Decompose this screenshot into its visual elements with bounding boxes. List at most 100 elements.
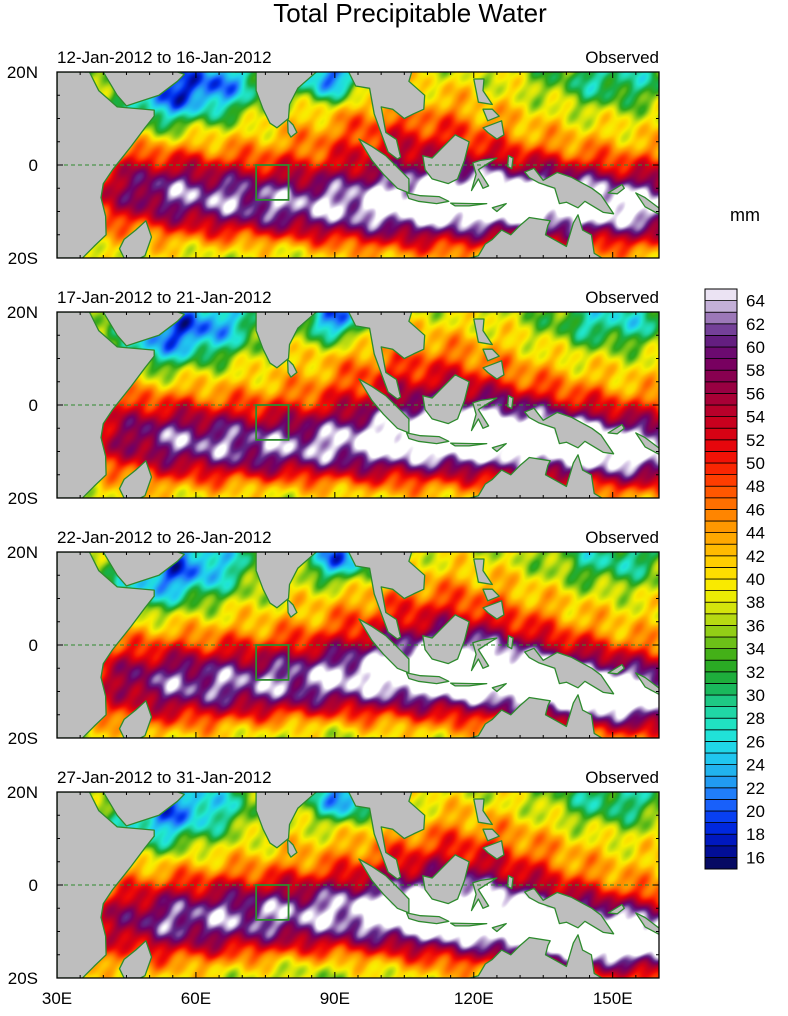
land-sulawesi: [470, 157, 498, 192]
land-nusa: [449, 202, 488, 207]
y-tick-label: 20N: [7, 303, 38, 322]
land-mindanao: [482, 840, 505, 860]
land-newGuinea: [524, 407, 615, 455]
colorbar-label: 62: [746, 315, 765, 334]
colorbar-label: 24: [746, 756, 765, 775]
land-bismarck: [607, 423, 625, 435]
land-newGuinea: [524, 647, 615, 695]
land-visayas: [482, 108, 500, 122]
land-mindanao: [482, 360, 505, 380]
y-tick-label: 20N: [7, 63, 38, 82]
analysis-box: [255, 404, 290, 441]
land-africa: [57, 552, 155, 738]
colorbar-bin: [704, 694, 738, 708]
colorbar-label: 54: [746, 408, 765, 427]
colorbar-bin: [704, 300, 738, 313]
colorbar-bin: [704, 833, 738, 847]
land-australia: [467, 454, 604, 498]
colorbar-label: 48: [746, 477, 765, 496]
land-india: [234, 792, 317, 849]
colorbar-bin: [704, 671, 738, 684]
land-sumatra: [358, 138, 410, 194]
land-nusa: [449, 442, 488, 447]
y-tick-label: 20S: [8, 729, 38, 748]
y-tick-label: 0: [29, 876, 38, 895]
analysis-box: [255, 884, 290, 921]
colorbar-bin: [704, 334, 738, 348]
colorbar-label: 36: [746, 616, 765, 635]
panel-ticks: [56, 551, 660, 739]
colorbar-bin: [704, 822, 738, 835]
colorbar-bin: [704, 810, 738, 824]
land-madagascar: [118, 700, 153, 738]
colorbar-label: 18: [746, 825, 765, 844]
land-borneo: [422, 854, 470, 905]
colorbar-bin: [704, 601, 738, 615]
colorbar-label: 30: [746, 686, 765, 705]
land-sriLanka: [286, 118, 298, 138]
land-luzon: [473, 558, 493, 586]
panel-label: Observed: [585, 528, 659, 547]
map-panel-4: 27-Jan-2012 to 31-Jan-2012 Observed 20N 0 20…: [7, 768, 660, 988]
land-halmahera: [506, 875, 514, 890]
land-solomons: [635, 672, 659, 695]
land-halmahera: [506, 395, 514, 410]
colorbar-bin: [704, 729, 738, 742]
land-sumatra: [358, 378, 410, 434]
analysis-box: [255, 164, 290, 201]
colorbar-label: 28: [746, 709, 765, 728]
land-australia: [467, 694, 604, 738]
x-tick-label: 30E: [42, 989, 72, 1008]
colorbar-bin: [704, 636, 738, 650]
colorbar-label: 46: [746, 500, 765, 519]
land-sriLanka: [286, 838, 298, 858]
map-panel-3: 22-Jan-2012 to 26-Jan-2012 Observed 20N 0 20…: [7, 528, 660, 748]
land-borneo: [422, 134, 470, 185]
colorbar-bin: [704, 346, 738, 360]
colorbar-bin: [704, 799, 738, 812]
land-mindanao: [482, 120, 505, 140]
colorbar-bin: [704, 717, 738, 731]
land-newGuinea: [524, 167, 615, 215]
land-solomons: [635, 432, 659, 455]
land-india: [234, 312, 317, 369]
panel-ticks: [56, 71, 660, 259]
map-panel-1: 12-Jan-2012 to 16-Jan-2012 Observed 20N 0 20…: [7, 48, 660, 268]
colorbar-bin: [704, 404, 738, 418]
land-indochina: [348, 552, 426, 640]
panel-period: 12-Jan-2012 to 16-Jan-2012: [57, 48, 272, 67]
y-tick-label: 20N: [7, 783, 38, 802]
land-borneo: [422, 374, 470, 425]
land-australia: [467, 214, 604, 258]
colorbar-bin: [704, 683, 738, 696]
colorbar-bin: [704, 508, 738, 522]
colorbar-label: 32: [746, 663, 765, 682]
land-indochina: [348, 312, 426, 400]
x-tick-label: 90E: [320, 989, 350, 1008]
land-solomons: [635, 912, 659, 935]
land-indochina: [348, 72, 426, 160]
land-bismarck: [607, 183, 625, 195]
land-nusa: [449, 922, 488, 927]
land-madagascar: [118, 220, 153, 258]
land-timor: [491, 682, 507, 693]
colorbar-bin: [704, 532, 738, 545]
colorbar-label: 60: [746, 338, 765, 357]
y-tick-label: 20S: [8, 249, 38, 268]
colorbar-label: 26: [746, 732, 765, 751]
colorbar-bin: [704, 659, 738, 673]
colorbar-frame: [704, 288, 738, 870]
colorbar-bin: [704, 474, 738, 487]
x-tick-label: 150E: [593, 989, 633, 1008]
panel-label: Observed: [585, 48, 659, 67]
land-bismarck: [607, 663, 625, 675]
land-masses: [57, 792, 659, 978]
land-timor: [491, 442, 507, 453]
land-australia: [467, 934, 604, 978]
colorbar-label: 44: [746, 524, 765, 543]
land-bismarck: [607, 903, 625, 915]
colorbar-bin: [704, 555, 738, 568]
land-mindanao: [482, 600, 505, 620]
land-java: [405, 192, 450, 205]
